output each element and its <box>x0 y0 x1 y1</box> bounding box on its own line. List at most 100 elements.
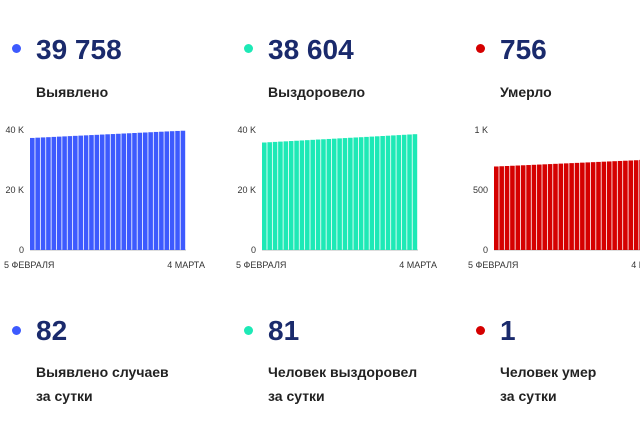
recovered-bar <box>374 136 380 250</box>
died-bar <box>563 163 569 250</box>
detected-bar <box>73 135 78 250</box>
detected-bar <box>116 133 121 250</box>
recovered-daily-label-1: Человек выздоровел <box>268 364 418 380</box>
detected-bar <box>67 136 73 250</box>
detected-bar <box>164 131 170 250</box>
died-bar <box>542 164 547 250</box>
died-chart: 1 K 500 0 5 ФЕВРАЛЯ 4 МАРТА <box>468 125 640 270</box>
recovered-bar <box>288 141 294 250</box>
detected-bar <box>83 135 89 250</box>
recovered-bar <box>353 137 359 250</box>
died-y-tick: 500 <box>473 185 488 195</box>
detected-bar <box>126 133 132 250</box>
died-y-tick: 0 <box>483 245 488 255</box>
detected-bar <box>30 137 35 250</box>
detected-daily-dot <box>12 326 21 335</box>
detected-bar <box>78 135 83 250</box>
died-bar <box>580 162 585 250</box>
recovered-x-start-label: 5 ФЕВРАЛЯ <box>236 260 286 270</box>
detected-bar <box>105 134 110 250</box>
recovered-y-tick: 0 <box>251 245 256 255</box>
died-bar <box>612 161 617 250</box>
died-bar <box>553 163 558 250</box>
recovered-bar <box>396 135 402 250</box>
recovered-bar <box>342 138 348 250</box>
recovered-bar <box>262 142 267 250</box>
recovered-y-tick: 20 K <box>237 185 256 195</box>
detected-dot <box>12 44 21 53</box>
detected-bar <box>56 136 62 250</box>
detected-bar <box>159 131 164 250</box>
recovered-bar <box>364 136 369 250</box>
recovered-bar <box>321 139 326 250</box>
died-bar <box>526 165 531 250</box>
detected-bar <box>40 137 46 250</box>
detected-bar <box>89 135 94 250</box>
recovered-total: 38 604 <box>268 34 354 65</box>
died-label: Умерло <box>500 84 552 100</box>
recovered-bar <box>294 140 299 250</box>
detected-y-tick: 20 K <box>5 185 24 195</box>
died-bar <box>547 164 553 250</box>
recovered-bar <box>358 137 364 250</box>
died-bar <box>606 161 612 250</box>
detected-daily-value: 82 <box>36 315 68 346</box>
recovered-dot <box>244 44 253 53</box>
detected-bar <box>180 130 186 250</box>
detected-bar <box>51 136 57 250</box>
recovered-bar <box>278 141 283 250</box>
recovered-label: Выздоровело <box>268 84 366 100</box>
recovered-x-end-label: 4 МАРТА <box>399 260 437 270</box>
detected-bar <box>132 133 137 250</box>
detected-bar <box>153 131 159 250</box>
died-bar <box>596 161 601 250</box>
detected-bar <box>137 132 143 250</box>
died-bar <box>590 162 596 250</box>
died-bar <box>601 161 607 250</box>
recovered-daily-dot <box>244 326 253 335</box>
died-bar <box>574 162 580 250</box>
recovered-bar <box>369 136 375 250</box>
recovered-bar <box>272 141 278 250</box>
recovered-bar <box>401 134 407 250</box>
recovered-chart: 40 K 20 K 0 5 ФЕВРАЛЯ 4 МАРТА <box>236 125 437 270</box>
died-bar <box>531 164 537 250</box>
recovered-bar <box>391 135 396 250</box>
detected-total: 39 758 <box>36 34 122 65</box>
died-bar <box>537 164 542 250</box>
recovered-bar <box>380 136 385 250</box>
died-x-start-label: 5 ФЕВРАЛЯ <box>468 260 518 270</box>
recovered-bar <box>385 135 391 250</box>
recovered-bar <box>407 134 412 250</box>
died-daily-value: 1 <box>500 315 516 346</box>
died-bar <box>585 162 591 250</box>
detected-x-start-label: 5 ФЕВРАЛЯ <box>4 260 54 270</box>
recovered-bar <box>326 138 332 250</box>
detected-daily-label-2: за сутки <box>36 388 93 404</box>
detected-daily-label-1: Выявлено случаев <box>36 364 169 380</box>
died-daily-label-1: Человек умер <box>500 364 597 380</box>
died-bar <box>499 166 504 250</box>
died-x-end-label: 4 МАРТА <box>631 260 640 270</box>
recovered-bar <box>337 138 342 250</box>
detected-label: Выявлено <box>36 84 109 100</box>
recovered-bar <box>348 137 353 250</box>
detected-bar <box>110 134 116 250</box>
recovered-daily-value: 81 <box>268 315 300 346</box>
died-dot <box>476 44 485 53</box>
died-bar <box>633 160 639 250</box>
died-bar <box>510 165 515 250</box>
recovered-bar <box>283 141 289 250</box>
died-bar <box>504 166 510 250</box>
detected-x-end-label: 4 МАРТА <box>167 260 205 270</box>
detected-chart: 40 K 20 K 0 5 ФЕВРАЛЯ 4 МАРТА <box>4 125 205 270</box>
died-bar <box>520 165 526 250</box>
detected-y-tick: 40 K <box>5 125 24 135</box>
died-bar <box>628 160 634 250</box>
detected-bar <box>62 136 67 250</box>
detected-bar <box>175 130 180 250</box>
died-bar <box>569 163 574 250</box>
recovered-daily-label-2: за сутки <box>268 388 325 404</box>
died-daily-dot <box>476 326 485 335</box>
recovered-bar <box>315 139 321 250</box>
